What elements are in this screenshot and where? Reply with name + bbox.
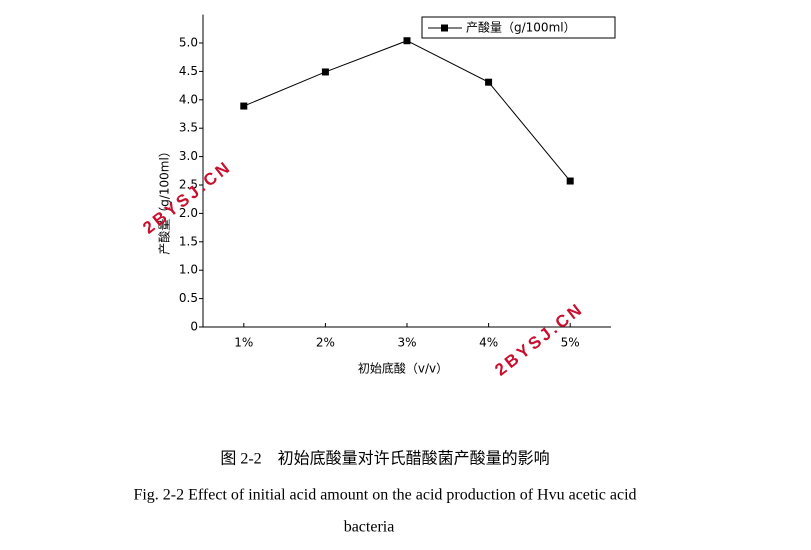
- data-point: [566, 177, 574, 185]
- watermark: 2BYSJ.CN: [139, 157, 235, 238]
- series-line: [243, 40, 571, 182]
- y-tick-label: 3.0: [179, 149, 198, 163]
- caption-en: Fig. 2-2 Effect of initial acid amount o…: [133, 487, 636, 504]
- x-tick-label: 3%: [397, 336, 416, 350]
- y-tick-label: 0.5: [179, 291, 198, 305]
- x-tick-label: 5%: [561, 336, 580, 350]
- data-point: [321, 68, 329, 76]
- y-tick-label: 2.5: [179, 178, 198, 192]
- y-tick-label: 5.0: [179, 36, 198, 50]
- caption: 图 2-2 初始底酸量对许氏醋酸菌产酸量的影响: [220, 450, 549, 468]
- data-point: [485, 78, 493, 86]
- y-axis-label: 产酸量（g/100ml）: [157, 145, 172, 255]
- x-axis-label: 初始底酸（v/v）: [358, 361, 448, 376]
- y-tick-label: 1.0: [179, 263, 198, 277]
- x-tick-label: 2%: [316, 336, 335, 350]
- y-tick-label: 0: [190, 320, 198, 334]
- y-tick-label: 2.0: [179, 206, 198, 220]
- legend-marker: [441, 24, 448, 32]
- data-point: [403, 37, 411, 45]
- x-tick-label: 1%: [234, 336, 253, 350]
- caption-en: bacteria: [344, 519, 395, 536]
- y-tick-label: 4.5: [179, 64, 198, 78]
- legend-box: [421, 16, 616, 39]
- y-tick-label: 1.5: [179, 234, 198, 248]
- data-point: [240, 102, 248, 110]
- y-tick-label: 4.0: [179, 92, 198, 106]
- y-tick-label: 3.5: [179, 121, 198, 135]
- x-tick-label: 4%: [479, 336, 498, 350]
- legend-label: 产酸量（g/100ml）: [466, 20, 576, 35]
